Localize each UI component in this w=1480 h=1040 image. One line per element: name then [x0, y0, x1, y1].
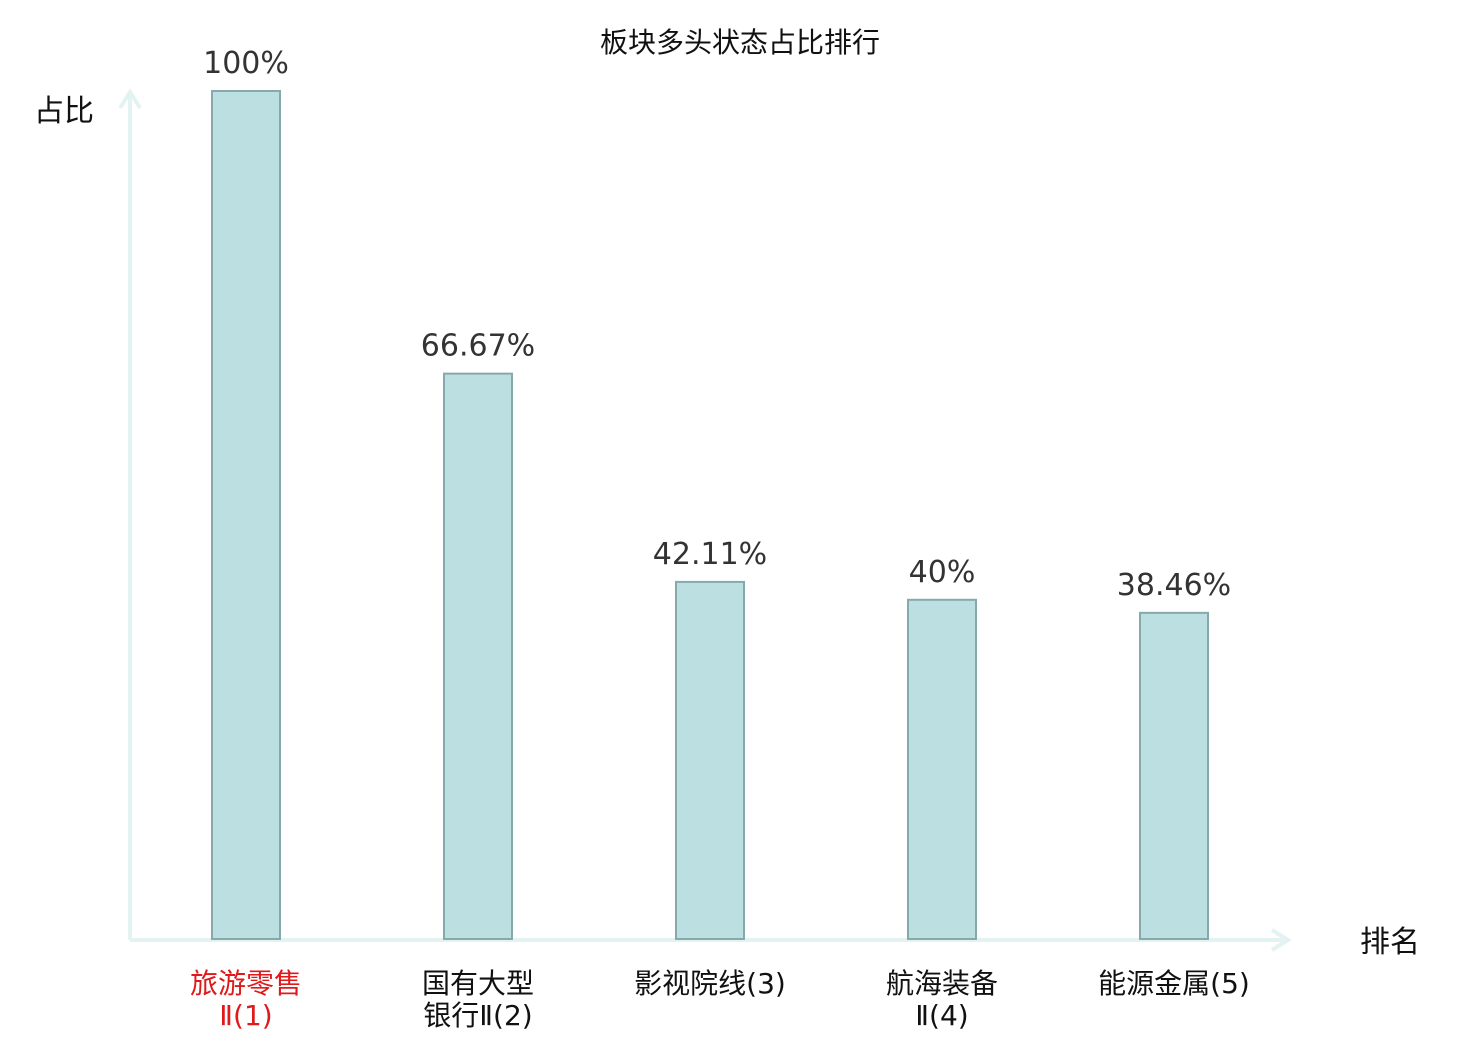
category-label: 影视院线(3) — [634, 967, 786, 1000]
bar-value-label: 38.46% — [1117, 568, 1231, 603]
value-labels-group: 100% 66.67% 42.11% 40% 38.46% — [203, 46, 1231, 603]
category-label: Ⅱ(4) — [915, 999, 968, 1032]
category-label: 国有大型 — [422, 967, 534, 1000]
category-label: 航海装备 — [886, 967, 998, 1000]
x-axis-label: 排名 — [1360, 925, 1420, 960]
y-axis-label: 占比 — [34, 94, 94, 129]
y-axis-arrow-icon — [118, 88, 142, 110]
category-label: 银行Ⅱ(2) — [423, 999, 532, 1032]
bar — [675, 580, 745, 941]
bars-group — [211, 90, 1209, 941]
bar-value-label: 40% — [909, 555, 976, 590]
bar-value-label: 42.11% — [653, 537, 767, 572]
category-label: 能源金属(5) — [1098, 967, 1250, 1000]
bar — [1139, 611, 1209, 940]
bar — [443, 372, 513, 940]
x-axis-arrow-icon — [1270, 928, 1292, 952]
bar — [907, 598, 977, 940]
chart-title: 板块多头状态占比排行 — [600, 26, 880, 59]
category-label: 旅游零售 — [190, 967, 302, 1000]
category-label: Ⅱ(1) — [219, 999, 272, 1032]
bar — [211, 90, 281, 940]
bar-value-label: 100% — [203, 46, 289, 81]
bar-value-label: 66.67% — [421, 329, 535, 364]
